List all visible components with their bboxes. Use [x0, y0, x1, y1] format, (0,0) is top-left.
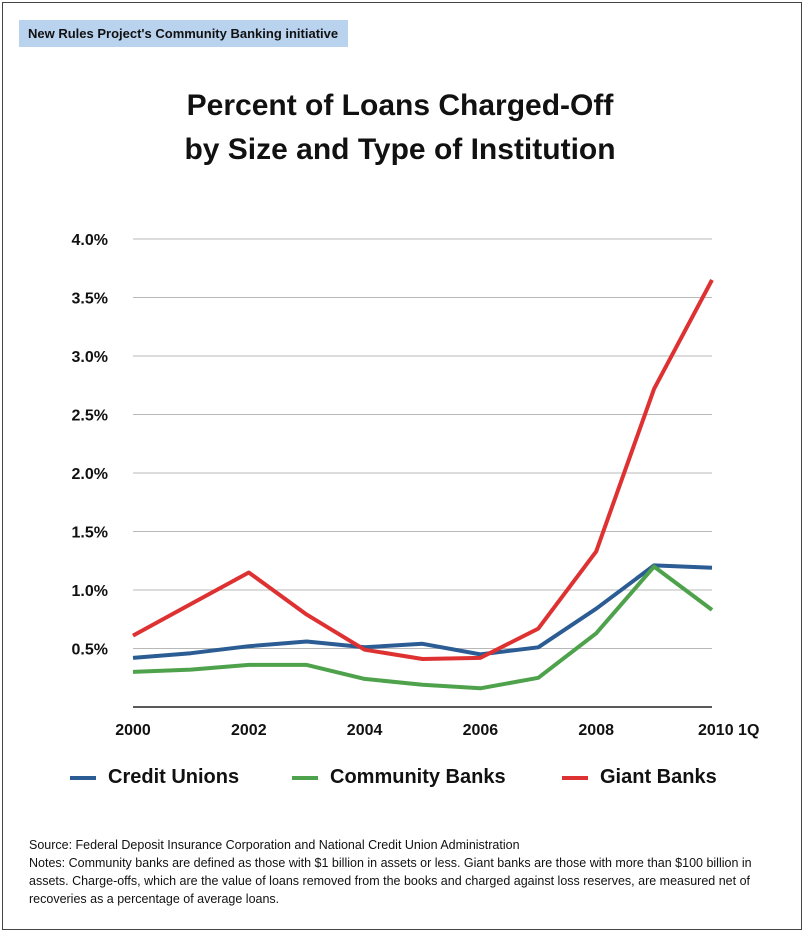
x-tick-label: 2004 — [347, 722, 383, 739]
series-line-giant-banks — [132, 278, 714, 661]
legend-swatch-credit-unions — [70, 775, 96, 780]
x-tick-label: 2008 — [578, 722, 614, 739]
y-tick-label: 0.5% — [72, 642, 108, 659]
line-chart: 0.5%1.0%1.5%2.0%2.5%3.0%3.5%4.0% 2000 200… — [72, 232, 760, 739]
source-notes: Source: Federal Deposit Insurance Corpor… — [29, 836, 774, 908]
series-line-credit-unions — [132, 563, 713, 660]
x-tick-label: 2010 1Q — [698, 722, 759, 739]
y-tick-label: 3.5% — [72, 291, 108, 308]
y-tick-label: 3.0% — [72, 349, 108, 366]
x-tick-label: 2006 — [463, 722, 499, 739]
chart-title-line-1: Percent of Loans Charged-Off — [186, 89, 614, 122]
x-axis-ticks: 2000 2002 2004 2006 2008 2010 1Q — [115, 722, 759, 739]
legend-label-community-banks: Community Banks — [330, 766, 506, 788]
legend-swatch-community-banks — [292, 775, 318, 780]
x-tick-label: 2002 — [231, 722, 267, 739]
y-axis-ticks: 0.5% 1.0% 1.5% 2.0% 2.5% 3.0% 3.5% 4.0% — [72, 232, 108, 659]
series-line-community-banks — [132, 564, 714, 691]
y-tick-label: 2.0% — [72, 466, 108, 483]
y-tick-label: 4.0% — [72, 232, 108, 249]
y-tick-label: 1.0% — [72, 583, 108, 600]
source-text: Source: Federal Deposit Insurance Corpor… — [29, 838, 520, 852]
legend-item-credit-unions: Credit Unions — [70, 766, 239, 789]
legend-item-community-banks: Community Banks — [292, 766, 506, 789]
legend-swatch-giant-banks — [562, 775, 588, 780]
x-tick-label: 2000 — [115, 722, 151, 739]
chart-title-line-2: by Size and Type of Institution — [184, 133, 616, 166]
y-tick-label: 2.5% — [72, 408, 108, 425]
y-tick-label: 1.5% — [72, 525, 108, 542]
notes-text: Notes: Community banks are defined as th… — [29, 856, 752, 906]
legend: Credit Unions Community Banks Giant Bank… — [0, 766, 800, 796]
chart-title: Percent of Loans Charged-Off by Size and… — [0, 84, 800, 172]
legend-item-giant-banks: Giant Banks — [562, 766, 717, 789]
gridlines — [133, 238, 712, 708]
legend-label-giant-banks: Giant Banks — [600, 766, 717, 788]
legend-label-credit-unions: Credit Unions — [108, 766, 240, 788]
header-tag: New Rules Project's Community Banking in… — [19, 20, 349, 47]
series-lines — [132, 278, 714, 691]
